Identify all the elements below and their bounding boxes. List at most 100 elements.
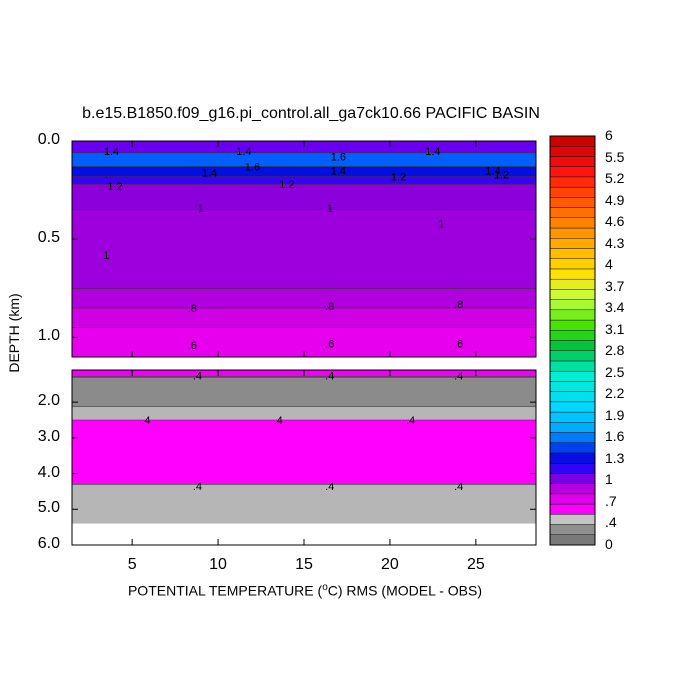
colorbar-label: 1.6 <box>605 428 625 445</box>
upper-panel-contour-label: 1.6 <box>245 162 260 174</box>
lower-panel-layer <box>72 377 536 407</box>
colorbar-label: 4.6 <box>605 213 625 230</box>
upper-panel-contour-label: 1.4 <box>202 167 217 179</box>
colorbar-segment <box>549 289 596 300</box>
colorbar-segment <box>549 493 596 505</box>
colorbar-frame <box>549 135 596 546</box>
colorbar-segment <box>549 135 596 147</box>
colorbar-label: 3.7 <box>605 277 625 294</box>
colorbar-label: 2.8 <box>605 342 625 359</box>
colorbar-segment <box>549 319 596 331</box>
lower-panel-contour-label: .4 <box>325 370 334 382</box>
upper-panel-contour-label: 1.6 <box>331 152 346 164</box>
lower-panel-layer <box>72 406 536 420</box>
colorbar-segment <box>549 463 596 474</box>
upper-panel-ytick-label: 1.0 <box>37 327 60 345</box>
colorbar-segment <box>549 360 596 372</box>
upper-panel-contour-label: 1.4 <box>331 165 346 177</box>
colorbar-segment <box>549 534 596 546</box>
colorbar-label: 2.5 <box>605 363 625 380</box>
lower-panel-ytick-label: 5.0 <box>37 499 60 517</box>
colorbar-segment <box>549 299 596 311</box>
lower-panel-ytick-label: 6.0 <box>37 535 60 552</box>
upper-panel-layer <box>72 166 536 177</box>
colorbar-segment <box>549 503 596 515</box>
colorbar-label: 2.2 <box>605 385 625 402</box>
colorbar-segment <box>549 381 596 392</box>
lower-panel-contour-label: .4 <box>406 415 415 427</box>
upper-panel-layer <box>72 184 536 210</box>
colorbar-segment <box>549 278 596 290</box>
colorbar-segment <box>549 309 596 321</box>
upper-panel-contour-label: 1.2 <box>279 179 294 191</box>
colorbar-segment <box>549 422 596 433</box>
upper-panel-contour-label: 1.2 <box>107 181 122 193</box>
colorbar-segment <box>549 186 596 198</box>
colorbar-segment <box>549 258 596 270</box>
upper-panel-contour-label: .8 <box>454 299 463 311</box>
lower-panel-contour-label: .4 <box>454 370 463 382</box>
upper-panel-layer <box>72 288 536 308</box>
colorbar-segment <box>549 156 596 167</box>
colorbar-segment <box>549 370 596 382</box>
colorbar-segment <box>549 340 596 351</box>
upper-panel-contour-label: .6 <box>454 338 463 350</box>
colorbar-segment <box>549 452 596 464</box>
x-tick-label: 5 <box>127 556 137 573</box>
lower-panel-contour-label: .4 <box>274 415 283 427</box>
upper-panel-contour-label: 1.4 <box>236 146 251 158</box>
colorbar-segment <box>549 238 596 249</box>
x-tick-label: 25 <box>466 556 485 573</box>
lower-panel-contour-label: .4 <box>454 481 463 493</box>
lower-panel-contour-label: .4 <box>141 415 150 427</box>
upper-panel-contour-label: 1 <box>198 203 204 215</box>
upper-panel-layer <box>72 176 536 185</box>
x-axis-label-degree: o <box>322 582 328 593</box>
lower-panel-layer <box>72 420 536 485</box>
upper-panel-contour-label: .6 <box>188 340 197 352</box>
upper-panel-ytick-label: 0.5 <box>37 229 60 247</box>
lower-panel-layer <box>72 376 536 378</box>
lower-panel-contour-label: .4 <box>193 370 202 382</box>
colorbar-segment <box>549 483 596 495</box>
colorbar-label: .4 <box>605 514 617 531</box>
colorbar-segment <box>549 146 596 157</box>
colorbar-label: 5.5 <box>605 148 625 165</box>
colorbar-label: .7 <box>605 492 617 509</box>
colorbar-label: 4 <box>605 256 613 273</box>
upper-panel-contour-label: 1.4 <box>425 146 440 158</box>
colorbar-label: 4.9 <box>605 191 625 208</box>
colorbar-segment <box>549 432 596 443</box>
upper-panel-contour-label: 1.4 <box>104 146 119 158</box>
upper-panel-contour-label: .8 <box>188 303 197 315</box>
lower-panel-layer <box>72 484 536 524</box>
colorbar-label: 5.2 <box>605 170 625 187</box>
colorbar-label: 1 <box>605 471 613 488</box>
colorbar-segment <box>549 330 596 341</box>
colorbar-segment <box>549 401 596 413</box>
colorbar-segment <box>549 442 596 454</box>
upper-panel-contour-label: .8 <box>325 301 334 313</box>
colorbar-segment <box>549 411 596 423</box>
upper-panel-layer <box>72 307 536 328</box>
colorbar-segment <box>549 350 596 362</box>
colorbar-segment <box>549 227 596 239</box>
colorbar-label: 6 <box>605 127 613 143</box>
colorbar-segment <box>549 391 596 403</box>
x-axis-label-part-1: POTENTIAL TEMPERATURE ( <box>127 582 323 599</box>
x-axis-label-part-2: C) RMS (MODEL - OBS) <box>327 582 483 599</box>
upper-panel-ytick-label: 0.0 <box>37 131 60 148</box>
colorbar-segment <box>549 176 596 188</box>
colorbar-label: 3.1 <box>605 320 625 337</box>
upper-panel-contour-label: 1.2 <box>494 169 509 181</box>
upper-panel-contour-label: 1.4 <box>485 165 500 177</box>
colorbar-segment <box>549 207 596 218</box>
colorbar-segment <box>549 166 596 178</box>
upper-panel-layer <box>72 209 536 289</box>
colorbar-segment <box>549 248 596 259</box>
colorbar-segment <box>549 217 596 229</box>
lower-panel-ytick-label: 2.0 <box>37 392 60 410</box>
x-tick-label: 20 <box>381 556 399 573</box>
chart-title: b.e15.B1850.f09_g16.pi_control.all_ga7ck… <box>82 105 540 122</box>
colorbar-segment <box>549 268 596 280</box>
